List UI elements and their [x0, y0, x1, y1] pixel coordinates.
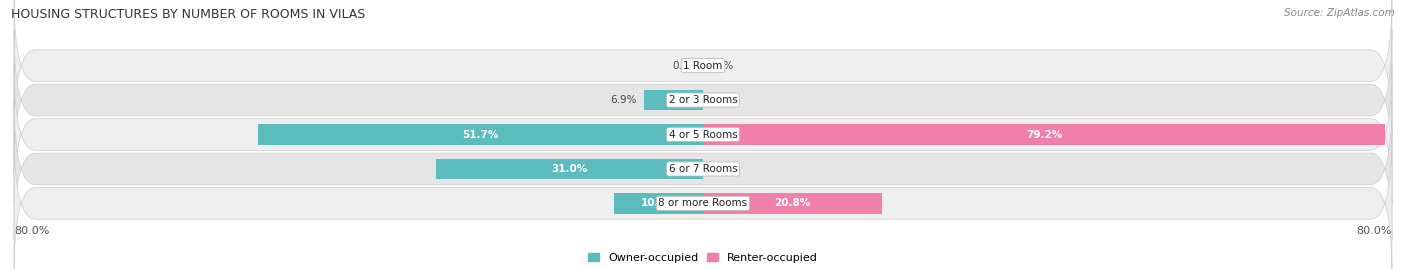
Text: 2 or 3 Rooms: 2 or 3 Rooms: [669, 95, 737, 105]
Text: 4 or 5 Rooms: 4 or 5 Rooms: [669, 129, 737, 140]
Text: 80.0%: 80.0%: [14, 226, 49, 236]
Legend: Owner-occupied, Renter-occupied: Owner-occupied, Renter-occupied: [588, 253, 818, 263]
Text: HOUSING STRUCTURES BY NUMBER OF ROOMS IN VILAS: HOUSING STRUCTURES BY NUMBER OF ROOMS IN…: [11, 8, 366, 21]
Text: 1 Room: 1 Room: [683, 61, 723, 71]
FancyBboxPatch shape: [14, 64, 1392, 205]
FancyBboxPatch shape: [14, 133, 1392, 269]
Text: 79.2%: 79.2%: [1026, 129, 1062, 140]
Bar: [703, 193, 882, 214]
Text: 51.7%: 51.7%: [463, 129, 499, 140]
Text: 20.8%: 20.8%: [775, 198, 811, 208]
Text: 0.0%: 0.0%: [707, 95, 734, 105]
Text: 6 or 7 Rooms: 6 or 7 Rooms: [669, 164, 737, 174]
FancyBboxPatch shape: [14, 30, 1392, 170]
Bar: [257, 124, 703, 145]
Text: 10.3%: 10.3%: [641, 198, 676, 208]
Text: 31.0%: 31.0%: [551, 164, 588, 174]
Bar: [703, 124, 1385, 145]
Bar: [614, 193, 703, 214]
Text: 6.9%: 6.9%: [610, 95, 637, 105]
Text: 0.0%: 0.0%: [672, 61, 699, 71]
Text: 0.0%: 0.0%: [707, 164, 734, 174]
Bar: [644, 90, 703, 110]
Text: 80.0%: 80.0%: [1357, 226, 1392, 236]
Text: 8 or more Rooms: 8 or more Rooms: [658, 198, 748, 208]
Bar: [436, 159, 703, 179]
FancyBboxPatch shape: [14, 99, 1392, 239]
Text: 0.0%: 0.0%: [707, 61, 734, 71]
FancyBboxPatch shape: [14, 0, 1392, 136]
Text: Source: ZipAtlas.com: Source: ZipAtlas.com: [1284, 8, 1395, 18]
